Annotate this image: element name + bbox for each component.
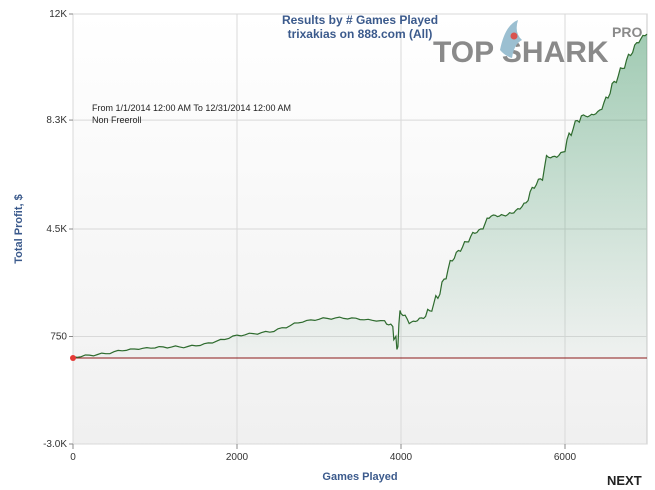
- filter-annotation: Non Freeroll: [92, 115, 142, 125]
- next-button[interactable]: NEXT: [607, 473, 642, 488]
- x-tick-label: 2000: [226, 452, 249, 463]
- y-tick-label: 4.5K: [46, 224, 67, 235]
- x-axis-title: Games Played: [322, 471, 397, 483]
- y-axis-title: Total Profit, $: [13, 194, 25, 263]
- date-range-annotation: From 1/1/2014 12:00 AM To 12/31/2014 12:…: [92, 103, 291, 113]
- shark-icon: [500, 20, 522, 58]
- x-tick-label: 4000: [390, 452, 413, 463]
- y-tick-label: 8.3K: [46, 115, 67, 126]
- y-tick-label: 12K: [49, 9, 67, 20]
- chart-title: Results by # Games Played: [282, 13, 438, 27]
- y-tick-label: 750: [50, 332, 67, 343]
- x-tick-label: 6000: [554, 452, 577, 463]
- y-tick-label: -3.0K: [43, 439, 67, 450]
- logo-pro-badge: PRO: [612, 24, 642, 40]
- top-shark-logo: TOP SHARK PRO: [433, 20, 642, 69]
- chart-subtitle: trixakias on 888.com (All): [288, 27, 433, 41]
- profit-line: [72, 33, 648, 358]
- profit-area-fill: [73, 34, 647, 358]
- logo-text: TOP SHARK: [433, 36, 609, 69]
- x-tick-label: 0: [70, 452, 76, 463]
- start-marker: [70, 355, 76, 361]
